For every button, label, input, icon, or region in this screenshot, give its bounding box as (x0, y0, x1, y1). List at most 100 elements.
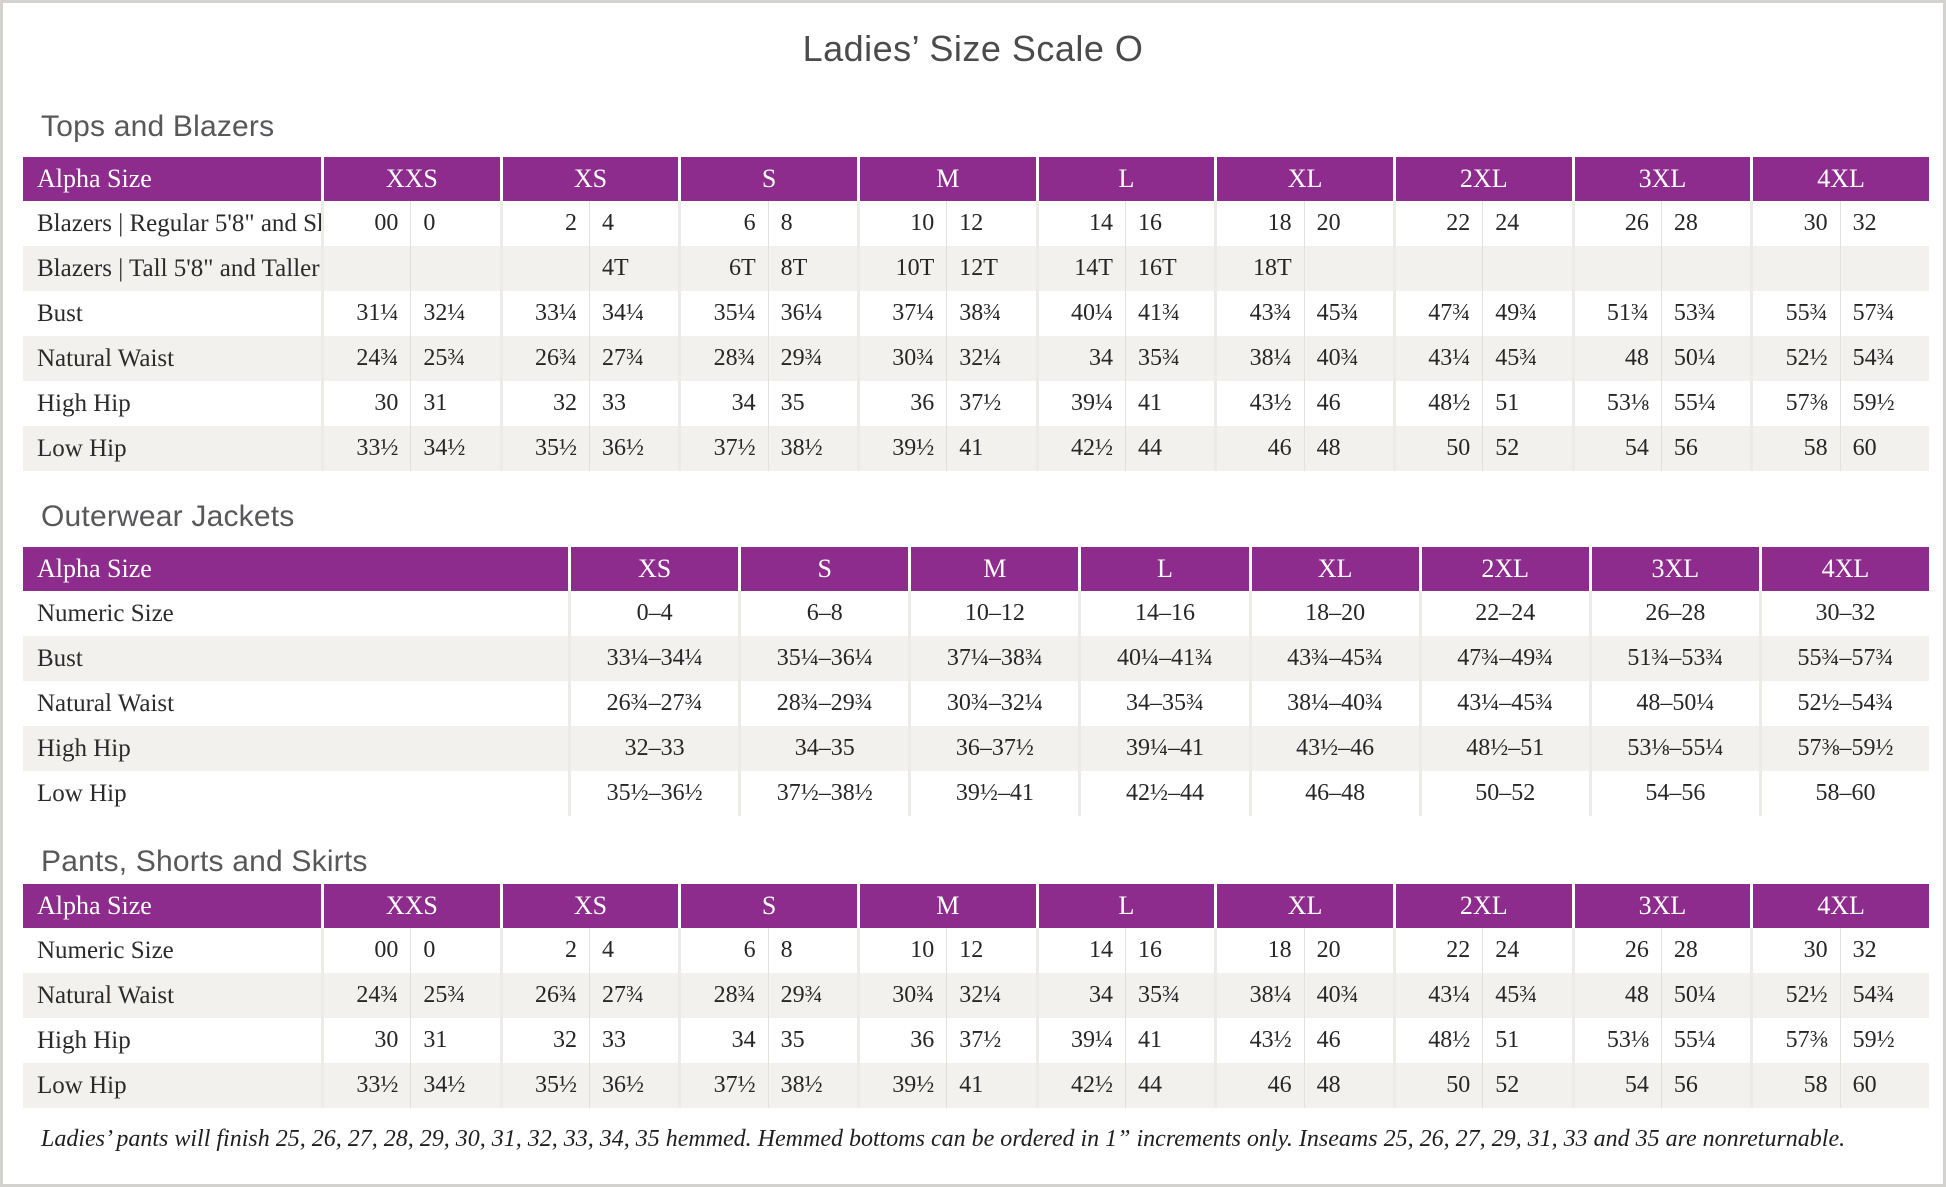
footnote: Ladies’ pants will finish 25, 26, 27, 28… (41, 1126, 1846, 1152)
size-value-cell: 32 (499, 381, 589, 426)
size-value-cell: 32 (499, 1018, 589, 1063)
size-column-header-xxs: XXS (321, 157, 500, 201)
size-value-cell: 10–12 (908, 591, 1078, 636)
size-column-header-xs: XS (499, 157, 679, 201)
size-value-cell (1303, 246, 1393, 291)
size-value-cell: 2 (499, 928, 589, 973)
size-value-cell: 45¾ (1482, 973, 1571, 1018)
size-value-cell: 48 (1303, 1063, 1393, 1108)
size-value-cell: 33½ (321, 1063, 410, 1108)
row-label: Bust (37, 299, 83, 327)
size-value-cell: 43½ (1214, 381, 1303, 426)
table-row: High Hip 32–33 34–35 36–37½ 39¼–41 43½–46 48½–… (23, 726, 1929, 771)
size-value-cell: 32–33 (568, 726, 738, 771)
size-value-cell (1839, 246, 1929, 291)
size-value-cell: 56 (1660, 1063, 1750, 1108)
size-value-cell: 44 (1124, 426, 1214, 471)
size-value-cell (321, 246, 410, 291)
size-value-cell: 35½–36½ (568, 771, 738, 816)
size-value-cell: 41 (946, 1063, 1035, 1108)
size-column-header-m: M (856, 157, 1036, 201)
size-value-cell: 26 (1571, 928, 1661, 973)
size-column-header-xxs: XXS (321, 884, 500, 928)
size-value-cell: 18–20 (1248, 591, 1419, 636)
row-label: Numeric Size (37, 936, 174, 964)
size-value-cell: 18 (1214, 928, 1303, 973)
size-value-cell: 30¾ (856, 973, 946, 1018)
size-value-cell: 35¼–36¼ (738, 636, 908, 681)
size-value-cell: 6T (678, 246, 767, 291)
section-title-tops-and-blazers: Tops and Blazers (41, 110, 275, 143)
size-column-header-4xl: 4XL (1758, 547, 1929, 591)
size-value-cell: 48½ (1392, 381, 1482, 426)
size-value-cell: 52 (1482, 1063, 1571, 1108)
outerwear-jackets-table: Alpha Size XS S M L XL 2XL 3XL 4XL Numeric Size 0–… (23, 547, 1929, 816)
table-row: Natural Waist 24¾ 25¾ 26¾ 27¾ 28¾ 29¾ 30¾ 32¼ 34 3… (23, 973, 1929, 1018)
size-column-header-s: S (678, 157, 857, 201)
alpha-size-header: Alpha Size (23, 547, 568, 591)
row-label: Natural Waist (37, 981, 175, 1009)
size-value-cell: 57⅜ (1750, 381, 1839, 426)
row-label: Blazers | Regular 5'8" and Shorter (37, 209, 321, 237)
size-value-cell: 32¼ (410, 291, 499, 336)
size-value-cell: 35¾ (1124, 336, 1214, 381)
size-value-cell: 25¾ (410, 973, 499, 1018)
size-value-cell: 55¾–57¾ (1758, 636, 1929, 681)
size-value-cell: 33½ (321, 426, 410, 471)
size-value-cell: 35 (767, 381, 857, 426)
size-value-cell: 45¾ (1482, 336, 1571, 381)
size-value-cell: 10 (856, 201, 946, 246)
size-value-cell: 34 (1035, 336, 1125, 381)
size-value-cell: 51¾–53¾ (1588, 636, 1759, 681)
size-value-cell: 42½ (1035, 426, 1125, 471)
size-column-header-xs: XS (499, 884, 679, 928)
size-value-cell: 36½ (588, 1063, 678, 1108)
size-column-header-xl: XL (1214, 157, 1393, 201)
size-value-cell: 43½–46 (1248, 726, 1419, 771)
size-value-cell: 30 (321, 1018, 410, 1063)
row-label: Low Hip (37, 779, 127, 807)
size-value-cell: 40¼ (1035, 291, 1125, 336)
size-value-cell: 59½ (1839, 1018, 1929, 1063)
size-column-header-m: M (908, 547, 1079, 591)
size-value-cell: 32 (1839, 201, 1929, 246)
table-row: Blazers | Regular 5'8" and Shorter000246… (23, 201, 1929, 246)
size-value-cell: 16T (1124, 246, 1214, 291)
size-value-cell: 29¾ (767, 336, 857, 381)
size-value-cell (1750, 246, 1839, 291)
size-value-cell: 33¼–34¼ (568, 636, 738, 681)
size-value-cell: 54 (1571, 1063, 1661, 1108)
size-value-cell: 10T (856, 246, 946, 291)
size-value-cell: 37½–38½ (738, 771, 908, 816)
size-column-header-l: L (1078, 547, 1249, 591)
size-value-cell: 41 (946, 426, 1035, 471)
size-value-cell: 10 (856, 928, 946, 973)
row-label: High Hip (37, 734, 131, 762)
row-label: Low Hip (37, 1071, 127, 1099)
size-value-cell: 39½ (856, 1063, 946, 1108)
size-value-cell: 28 (1660, 201, 1750, 246)
size-value-cell: 54¾ (1839, 336, 1929, 381)
size-value-cell: 0 (410, 201, 499, 246)
size-value-cell: 0 (410, 928, 499, 973)
table-row: Low Hip 35½–36½ 37½–38½ 39½–41 42½–44 46–48 50… (23, 771, 1929, 816)
size-value-cell: 35 (767, 1018, 857, 1063)
header-row: Alpha Size XXS XS S M L XL 2XL 3XL 4XL (23, 884, 1929, 928)
size-value-cell: 37½ (946, 1018, 1035, 1063)
size-value-cell: 37¼–38¾ (908, 636, 1078, 681)
size-value-cell: 12T (946, 246, 1035, 291)
size-value-cell: 28¾ (678, 336, 767, 381)
size-value-cell (499, 246, 589, 291)
size-value-cell: 53¾ (1660, 291, 1750, 336)
size-value-cell: 39½ (856, 426, 946, 471)
size-value-cell: 40¾ (1303, 336, 1393, 381)
table-row: Low Hip 33½ 34½ 35½ 36½ 37½ 38½ 39½ 41 42½ 44 46 48 5… (23, 1063, 1929, 1108)
size-value-cell (410, 246, 499, 291)
size-value-cell: 38¼ (1214, 973, 1303, 1018)
size-column-header-m: M (856, 884, 1036, 928)
size-value-cell: 52 (1482, 426, 1571, 471)
size-value-cell: 34 (678, 381, 767, 426)
table-row: Numeric Size 0–4 6–8 10–12 14–16 18–20 22–24 26… (23, 591, 1929, 636)
size-value-cell: 43¼ (1392, 973, 1482, 1018)
size-value-cell: 28¾ (678, 973, 767, 1018)
